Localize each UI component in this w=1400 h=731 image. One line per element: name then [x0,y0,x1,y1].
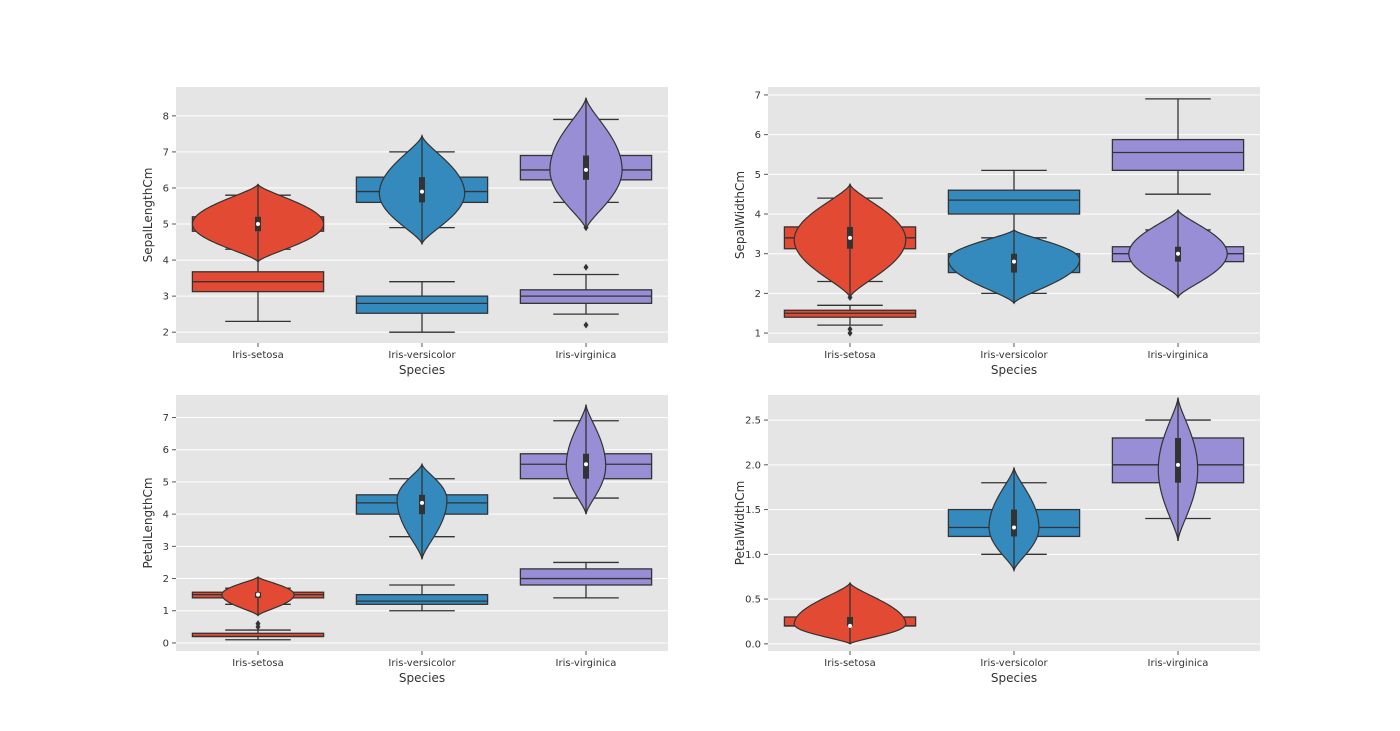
violin-median-dot [584,462,588,467]
x-tick-label: Iris-virginica [1148,350,1209,361]
violin-iqr-bar [847,616,853,626]
y-tick-label: 5 [163,477,169,488]
violin-median-dot [1176,462,1180,467]
violin-iqr-bar [1011,509,1017,537]
subplot-4: 0.0 0.5 1.0 1.5 2.0 2.5 Iris-setosa Iris-versic… [733,395,1260,685]
y-tick-label: 2 [163,574,169,585]
y-tick-label: 0 [163,638,169,649]
violin-iris-virginica [1157,397,1199,541]
violin-iris-versicolor [396,462,448,560]
violin-iris-versicolor [988,467,1040,573]
x-axis-label: Species [991,671,1037,685]
y-tick-label: 6 [163,183,169,194]
box-iqr [355,295,489,314]
y-tick-label: 6 [755,130,761,141]
violin-iris-setosa [191,183,325,263]
violin-iris-versicolor [378,133,466,246]
violin-median-dot [1012,525,1016,530]
y-tick-label: 7 [163,413,169,424]
y-tick-label: 3 [163,292,169,303]
box-iqr [355,593,489,605]
y-axis-label: SepalLengthCm [141,168,155,263]
violin-iris-setosa [221,576,295,617]
y-tick-label: 3 [163,542,169,553]
outlier-point [255,620,261,628]
violin-iris-virginica [1128,208,1228,299]
violin-median-dot [848,235,852,240]
y-tick-label: 5 [163,220,169,231]
x-tick-label: Iris-versicolor [980,350,1048,361]
y-tick-label: 6 [163,445,169,456]
box-iris-virginica [519,263,653,329]
violin-iris-setosa [793,182,907,299]
x-tick-label: Iris-virginica [1148,658,1209,669]
y-axis-label: PetalWidthCm [733,481,747,566]
x-tick-label: Iris-versicolor [388,658,456,669]
y-tick-label: 4 [163,510,169,521]
box-iris-versicolor [355,281,489,333]
box-iqr [519,568,653,586]
y-tick-label: 8 [163,111,169,122]
subplot-3: 0 1 2 3 4 5 6 7 Iris-setosa Iris-versicolor Iris-v… [141,395,668,685]
y-tick-label: 1 [755,329,761,340]
y-tick-label: 7 [755,90,761,101]
x-tick-label: Iris-virginica [556,350,617,361]
y-tick-label: 0.0 [745,639,761,650]
y-tick-label: 5 [755,170,761,181]
violin-iris-setosa [793,581,907,645]
subplot-1: 2 3 4 5 6 7 8 Iris-setosa Iris-versicolor Iris-vi… [141,87,668,377]
violin-median-dot [848,623,852,628]
y-axis-label: SepalWidthCm [733,171,747,259]
x-axis-label: Species [399,363,445,377]
outlier-point [847,329,853,337]
violin-median-dot [256,222,260,227]
subplot-2: 1 2 3 4 5 6 7 Iris-setosa Iris-versicolor Iris-vi… [733,87,1260,377]
violin-median-dot [1176,251,1180,256]
violin-median-dot [256,592,260,597]
violin-iqr-bar [583,155,589,180]
box-iris-virginica [1111,98,1245,195]
y-tick-label: 2 [755,289,761,300]
outlier-point [583,321,589,329]
y-tick-label: 2.5 [745,416,761,427]
x-tick-label: Iris-setosa [824,658,875,669]
x-tick-label: Iris-setosa [824,350,875,361]
violin-median-dot [420,189,424,194]
box-iris-setosa [191,620,325,641]
outlier-point [583,263,589,271]
y-axis-label: PetalLengthCm [141,477,155,568]
violin-median-dot [584,167,588,172]
violin-iris-versicolor [947,229,1081,305]
y-tick-label: 4 [755,210,761,221]
violin-iqr-bar [1175,437,1181,483]
y-tick-label: 1 [163,606,169,617]
y-tick-label: 7 [163,147,169,158]
x-tick-label: Iris-versicolor [388,350,456,361]
x-tick-label: Iris-setosa [232,350,283,361]
box-iris-versicolor [355,584,489,612]
x-axis-label: Species [399,671,445,685]
violin-median-dot [1012,259,1016,264]
outlier-point [847,325,853,333]
y-tick-label: 1.5 [745,505,761,516]
y-tick-label: 4 [163,256,169,267]
violin-median-dot [420,500,424,505]
box-iqr [947,189,1081,215]
y-tick-label: 2.0 [745,460,761,471]
violin-iqr-bar [583,453,589,479]
violin-iris-virginica [549,97,623,232]
violin-iris-virginica [565,404,607,515]
box-iqr [1111,138,1245,171]
y-tick-label: 1.0 [745,550,761,561]
x-tick-label: Iris-versicolor [980,658,1048,669]
box-iris-virginica [519,561,653,599]
x-tick-label: Iris-setosa [232,658,283,669]
y-tick-label: 3 [755,249,761,260]
x-axis-label: Species [991,363,1037,377]
y-tick-label: 0.5 [745,595,761,606]
y-tick-label: 2 [163,328,169,339]
x-tick-label: Iris-virginica [556,658,617,669]
